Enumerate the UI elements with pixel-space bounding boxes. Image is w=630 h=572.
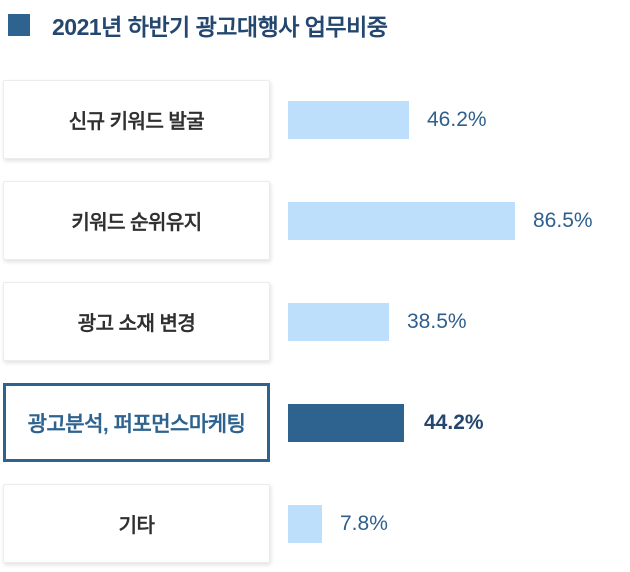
- bar-area: 86.5%: [288, 201, 593, 240]
- bar-area: 7.8%: [288, 504, 388, 543]
- page-title: 2021년 하반기 광고대행사 업무비중: [52, 14, 388, 40]
- category-label-box: 광고분석, 퍼포먼스마케팅: [3, 383, 270, 462]
- chart-row: 신규 키워드 발굴 46.2%: [0, 80, 630, 159]
- bar: [288, 504, 322, 543]
- category-label: 키워드 순위유지: [71, 212, 202, 234]
- bar: [288, 100, 409, 139]
- chart-row: 광고 소재 변경 38.5%: [0, 282, 630, 361]
- bar: [288, 201, 515, 240]
- category-label-box: 신규 키워드 발굴: [3, 80, 270, 159]
- bar: [288, 403, 404, 442]
- chart-row: 기타 7.8%: [0, 484, 630, 563]
- chart-row: 키워드 순위유지 86.5%: [0, 181, 630, 260]
- bar-area: 46.2%: [288, 100, 487, 139]
- bar-area: 38.5%: [288, 302, 467, 341]
- value-label: 86.5%: [533, 208, 593, 232]
- value-label: 38.5%: [407, 309, 467, 333]
- chart-row: 광고분석, 퍼포먼스마케팅 44.2%: [0, 383, 630, 462]
- bar: [288, 302, 389, 341]
- bar-area: 44.2%: [288, 403, 484, 442]
- value-label: 7.8%: [340, 511, 388, 535]
- value-label: 46.2%: [427, 107, 487, 131]
- category-label-box: 키워드 순위유지: [3, 181, 270, 260]
- category-label-box: 광고 소재 변경: [3, 282, 270, 361]
- value-label: 44.2%: [424, 410, 484, 434]
- category-label: 기타: [118, 515, 155, 537]
- category-label: 신규 키워드 발굴: [68, 111, 205, 133]
- category-label: 광고 소재 변경: [77, 313, 196, 335]
- category-label: 광고분석, 퍼포먼스마케팅: [27, 412, 246, 436]
- title-bullet-square-icon: [8, 14, 30, 36]
- category-label-box: 기타: [3, 484, 270, 563]
- bar-chart: 신규 키워드 발굴 46.2% 키워드 순위유지 86.5% 광고 소재 변경 38.5%…: [0, 80, 630, 563]
- chart-header: 2021년 하반기 광고대행사 업무비중: [8, 8, 388, 42]
